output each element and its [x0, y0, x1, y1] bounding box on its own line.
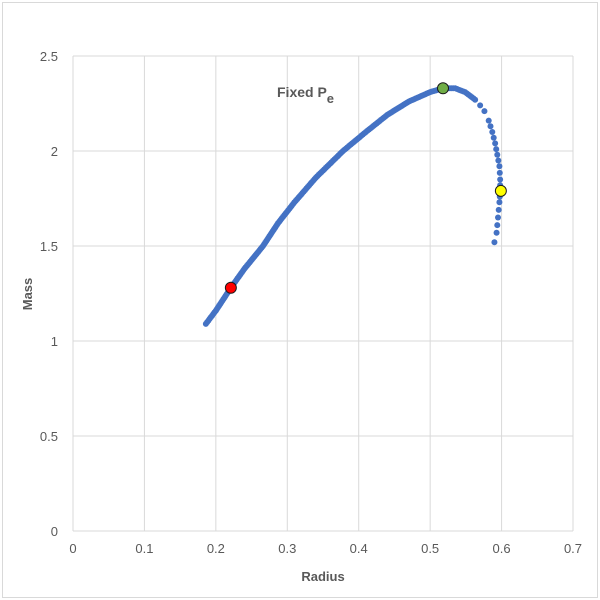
- data-point: [485, 117, 492, 124]
- red-point-marker: [224, 281, 237, 294]
- data-point: [494, 222, 501, 229]
- x-tick-label: 0.6: [493, 541, 511, 556]
- x-tick-label: 0.3: [278, 541, 296, 556]
- x-tick-label: 0.5: [421, 541, 439, 556]
- x-axis-ticks: 0 0.1 0.2 0.3 0.4 0.5 0.6 0.7: [69, 541, 582, 556]
- data-point: [487, 123, 494, 130]
- highlight-markers: [224, 82, 507, 294]
- data-point: [493, 146, 500, 153]
- data-point: [477, 102, 484, 109]
- green-point-marker: [437, 82, 449, 95]
- y-axis-ticks: 0 0.5 1 1.5 2 2.5: [40, 49, 58, 539]
- y-tick-label: 1.5: [40, 239, 58, 254]
- data-point: [492, 140, 499, 147]
- y-tick-label: 0.5: [40, 429, 58, 444]
- y-tick-label: 1: [51, 334, 58, 349]
- y-tick-label: 0: [51, 524, 58, 539]
- x-axis-title: Radius: [301, 569, 344, 584]
- x-tick-label: 0.1: [135, 541, 153, 556]
- data-point: [496, 169, 503, 176]
- x-tick-label: 0.7: [564, 541, 582, 556]
- data-point: [495, 157, 502, 164]
- x-tick-label: 0: [69, 541, 76, 556]
- data-series: [202, 85, 504, 327]
- yellow-point-marker: [494, 184, 507, 197]
- data-point: [472, 96, 479, 103]
- fixed-pe-annotation: Fixed Pe: [277, 84, 334, 106]
- data-point: [495, 206, 502, 213]
- y-axis-title: Mass: [20, 278, 35, 311]
- data-point: [497, 176, 504, 183]
- data-point: [490, 134, 497, 141]
- data-point: [493, 229, 500, 236]
- data-point: [496, 163, 503, 170]
- data-point: [481, 108, 488, 115]
- y-tick-label: 2.5: [40, 49, 58, 64]
- data-point: [495, 214, 501, 221]
- y-tick-label: 2: [51, 144, 58, 159]
- x-tick-label: 0.2: [207, 541, 225, 556]
- data-point: [496, 199, 503, 206]
- data-point: [489, 129, 496, 135]
- gridlines: [72, 55, 574, 532]
- x-tick-label: 0.4: [350, 541, 368, 556]
- data-point: [494, 151, 501, 158]
